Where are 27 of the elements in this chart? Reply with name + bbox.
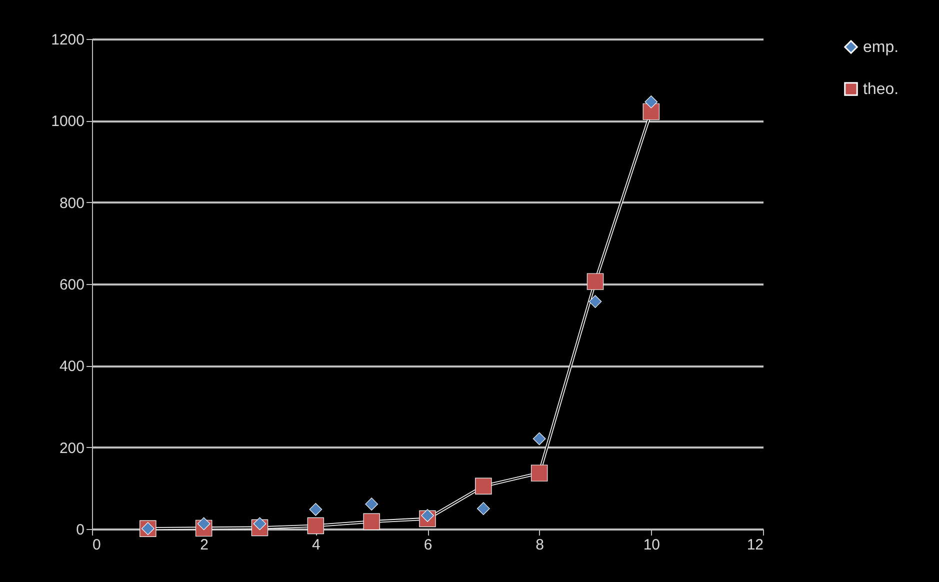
point (365, 498, 378, 511)
x-tick-label: 12 (746, 536, 764, 554)
y-tick-label: 1000 (51, 113, 84, 130)
x-tick-label: 6 (424, 536, 432, 554)
point (586, 273, 604, 290)
point (530, 464, 548, 482)
y-tick-label: 200 (59, 440, 84, 457)
point (363, 513, 380, 530)
x-tick-label: 8 (536, 536, 544, 554)
y-tick-label: 400 (59, 358, 84, 376)
legend-label: theo. (863, 81, 899, 98)
legend-label: emp. (863, 39, 899, 56)
point (307, 517, 324, 534)
y-tick-label: 800 (59, 194, 84, 212)
x-tick-label: 2 (200, 536, 209, 554)
x-tick-label: 10 (643, 536, 660, 554)
point (309, 502, 322, 516)
y-tick-label: 600 (59, 276, 84, 294)
point (475, 478, 492, 494)
point (476, 502, 490, 516)
point (588, 295, 602, 308)
x-tick-label: 4 (312, 536, 320, 554)
point (644, 95, 658, 108)
y-tick-label: 1200 (51, 32, 84, 48)
point (532, 432, 546, 446)
y-tick-label: 0 (76, 522, 84, 538)
x-tick-label: 0 (92, 536, 101, 554)
